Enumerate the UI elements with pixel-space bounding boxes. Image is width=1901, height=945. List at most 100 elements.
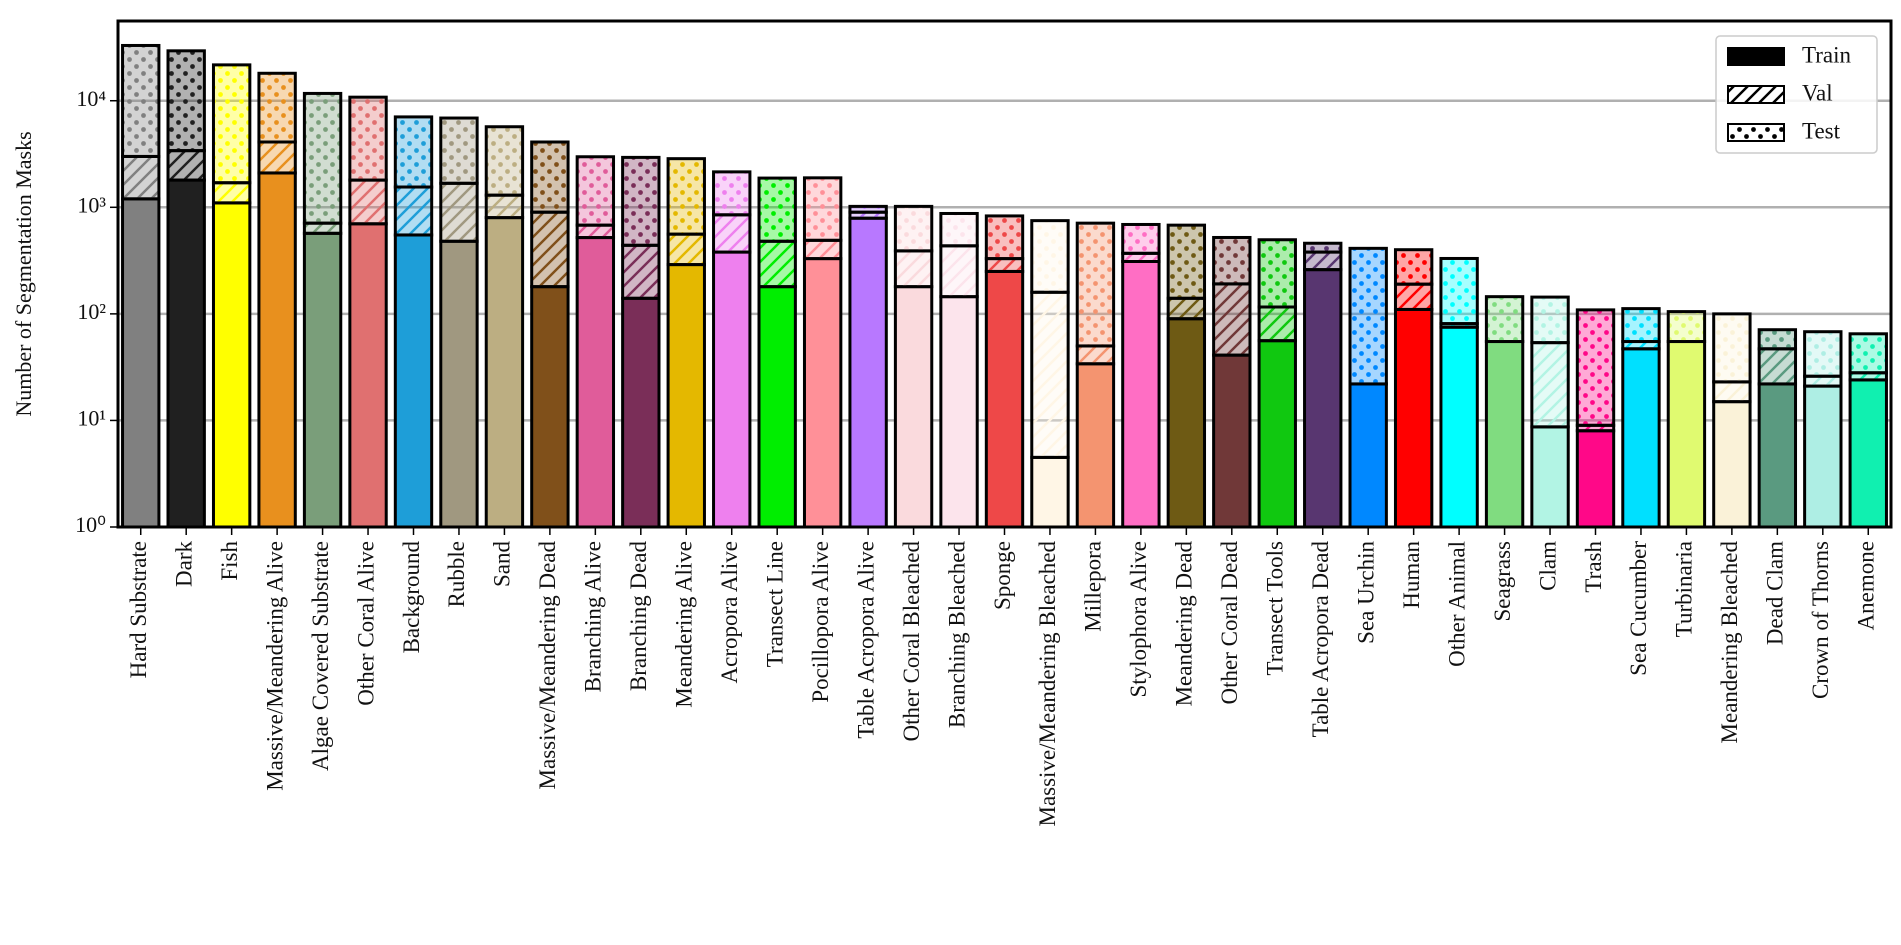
bar-segment — [984, 214, 1025, 261]
bar-segment — [1166, 317, 1207, 529]
bar-segment — [348, 95, 388, 182]
bar-segment — [666, 263, 706, 529]
bar-segment — [1712, 380, 1752, 404]
bar-segment — [1439, 325, 1479, 529]
bar-segment — [1575, 429, 1616, 529]
bar-segment — [893, 249, 934, 289]
bar-segment — [802, 176, 843, 242]
x-tick-label: Other Animal — [1444, 541, 1469, 667]
bar-segment — [1393, 282, 1434, 311]
bar-segment — [1121, 222, 1161, 255]
legend-label: Val — [1802, 80, 1833, 105]
bar-segment — [1303, 268, 1343, 529]
bar-segment — [575, 155, 616, 227]
bar-segment — [302, 91, 343, 225]
bar-segment — [166, 149, 206, 182]
bar-segment — [1030, 290, 1070, 459]
bar-segment — [984, 257, 1025, 273]
bar-segment — [166, 178, 206, 529]
bar-segment — [1393, 248, 1434, 286]
bar-segment — [848, 216, 888, 529]
bar-segment — [1075, 221, 1116, 348]
legend-swatch — [1727, 123, 1785, 142]
x-tick-label: Transect Line — [762, 541, 787, 667]
bar-segment — [757, 285, 797, 529]
bar-segment — [302, 231, 343, 529]
bar-segment — [1075, 362, 1116, 529]
bar-segment — [1757, 347, 1798, 386]
bar-segment — [621, 296, 661, 529]
x-tick-label: Massive/Meandering Alive — [262, 541, 287, 791]
bar-segment — [621, 243, 661, 300]
x-tick-label: Algae Covered Substrate — [308, 541, 333, 771]
bar-segment — [1257, 305, 1297, 343]
x-tick-label: Dead Clam — [1763, 541, 1788, 645]
bar-segment — [121, 154, 161, 201]
x-tick-label: Branching Bleached — [944, 541, 969, 729]
bar-segment — [348, 222, 388, 529]
x-tick-label: Table Acropora Dead — [1308, 541, 1333, 738]
x-tick-label: Clam — [1535, 541, 1560, 591]
bar-segment — [1212, 235, 1252, 286]
bar-segment — [1348, 382, 1388, 529]
x-tick-label: Table Acropora Alive — [853, 541, 878, 739]
x-tick-label: Seagrass — [1490, 541, 1515, 622]
x-tick-label: Stylophora Alive — [1126, 541, 1151, 698]
bar-segment — [1030, 219, 1070, 294]
y-axis-label: Number of Segmentation Masks — [11, 131, 36, 416]
x-tick-label: Turbinaria — [1672, 541, 1697, 637]
bar-segment — [984, 269, 1025, 529]
bar-segment — [1484, 340, 1525, 529]
bar-segment — [1757, 382, 1798, 529]
x-tick-label: Millepora — [1081, 541, 1106, 632]
bar-segment — [712, 250, 752, 529]
bar-segment — [575, 236, 616, 529]
x-tick-label: Trash — [1581, 541, 1606, 593]
bar-segment — [211, 201, 252, 529]
bar-segment — [1666, 340, 1707, 529]
bar-segment — [166, 49, 206, 153]
x-tick-label: Meandering Bleached — [1717, 541, 1742, 744]
bar-segment — [1303, 241, 1343, 254]
bar-segment — [1257, 339, 1297, 529]
bar-segment — [1757, 328, 1798, 351]
bar-segment — [893, 285, 934, 529]
bar-segment — [1348, 246, 1388, 386]
bar-segment — [712, 170, 752, 217]
legend-label: Train — [1802, 42, 1851, 67]
x-tick-label: Other Coral Bleached — [899, 541, 924, 742]
bar-segment — [1075, 344, 1116, 366]
bar-segment — [211, 181, 252, 205]
legend-swatch — [1727, 85, 1785, 104]
bar-segment — [1621, 307, 1661, 344]
bar-segment — [939, 295, 979, 529]
bar-segment — [530, 210, 570, 289]
x-tick-label: Meandering Dead — [1172, 541, 1197, 707]
bar-segment — [121, 197, 161, 529]
bar-segment — [348, 178, 388, 226]
bar-segment — [1575, 308, 1616, 427]
bar-segment — [802, 257, 843, 529]
bar-segment — [939, 244, 979, 299]
bar-segment — [939, 211, 979, 248]
bar-segment — [1212, 282, 1252, 357]
x-tick-label: Crown of Thorns — [1808, 541, 1833, 699]
x-tick-label: Rubble — [444, 541, 469, 607]
bar-segment — [121, 43, 161, 158]
x-tick-label: Sea Urchin — [1353, 541, 1378, 644]
bar-segment — [1712, 400, 1752, 529]
x-tick-label: Other Coral Dead — [1217, 541, 1242, 705]
x-tick-label: Human — [1399, 541, 1424, 609]
bar-segment — [484, 193, 525, 220]
bar-segment — [393, 233, 434, 529]
x-tick-label: Sea Cucumber — [1626, 541, 1651, 676]
x-tick-label: Sand — [490, 541, 515, 588]
y-tick-label: 10¹ — [77, 405, 106, 430]
x-tick-label: Fish — [217, 541, 242, 581]
x-tick-label: Transect Tools — [1263, 541, 1288, 676]
bar-segment — [1530, 425, 1570, 529]
x-tick-label: Massive/Meandering Bleached — [1035, 541, 1060, 827]
legend-swatch — [1727, 47, 1785, 66]
bar-segment — [1530, 295, 1570, 345]
x-tick-label: Anemone — [1854, 541, 1879, 630]
